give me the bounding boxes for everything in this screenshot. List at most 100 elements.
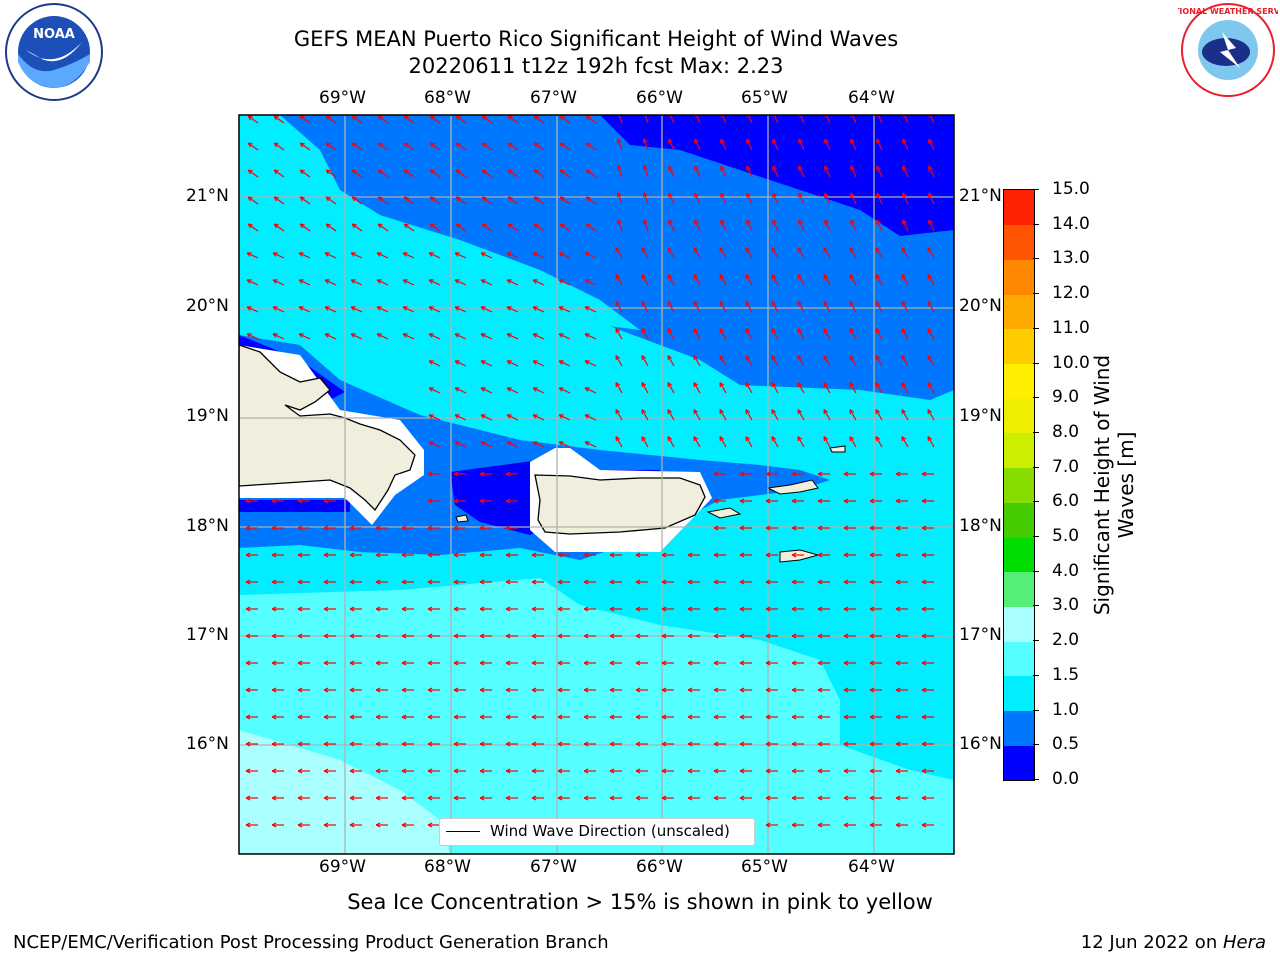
wind-wave-arrow	[558, 252, 571, 259]
wind-wave-arrow	[823, 382, 831, 394]
wind-wave-arrowhead	[271, 498, 277, 502]
wind-wave-arrowhead	[609, 687, 615, 691]
wind-wave-arrow	[823, 436, 831, 448]
wind-wave-arrowhead	[326, 223, 331, 226]
wind-wave-arrow	[721, 115, 727, 124]
wind-wave-arrowhead	[765, 552, 771, 556]
wind-wave-arrow	[325, 169, 337, 178]
wind-wave-arrowhead	[505, 687, 511, 691]
wind-wave-arrowhead	[746, 219, 751, 224]
wind-wave-arrow	[825, 115, 831, 124]
wind-wave-arrowhead	[797, 409, 803, 413]
wind-wave-arrowhead	[583, 768, 589, 772]
wind-wave-arrowhead	[635, 795, 641, 799]
wind-wave-arrow	[667, 436, 675, 448]
wind-wave-arrowhead	[719, 382, 725, 386]
wind-wave-arrow	[745, 247, 753, 259]
wind-wave-arrow	[771, 382, 779, 394]
wind-wave-arrow	[376, 333, 389, 340]
wind-wave-arrowhead	[479, 633, 485, 637]
wind-wave-arrowhead	[245, 741, 251, 745]
wind-wave-arrowhead	[271, 687, 277, 691]
wind-wave-arrowhead	[850, 138, 855, 143]
lon-label-top: 68°W	[424, 88, 471, 108]
wind-wave-arrow	[480, 360, 493, 367]
wind-wave-arrowhead	[404, 223, 409, 226]
wind-wave-arrowhead	[694, 192, 699, 197]
wind-wave-arrowhead	[713, 768, 719, 772]
wind-wave-arrowhead	[531, 795, 537, 799]
wind-wave-arrowhead	[895, 768, 901, 772]
wind-wave-arrows	[245, 115, 935, 828]
wind-wave-arrowhead	[323, 606, 329, 610]
wind-wave-arrow	[428, 333, 441, 340]
wind-wave-arrowhead	[823, 382, 829, 386]
wind-wave-arrow	[403, 169, 415, 178]
map-subtitle: 20220611 t12z 192h fcst Max: 2.23	[408, 54, 784, 78]
wind-wave-arrowhead	[401, 741, 407, 745]
wind-wave-arrow	[532, 279, 545, 286]
wind-wave-arrowhead	[635, 579, 641, 583]
wind-wave-arrowhead	[453, 498, 459, 502]
wind-wave-arrowhead	[746, 165, 751, 170]
wind-wave-arrowhead	[427, 525, 433, 529]
wind-wave-arrow	[506, 387, 519, 394]
wind-wave-arrowhead	[817, 498, 823, 502]
colorbar-tick-label: 10.0	[1052, 352, 1090, 373]
wind-wave-arrow	[928, 165, 935, 178]
lat-label-right: 20°N	[959, 296, 1002, 316]
wind-wave-arrow	[506, 441, 519, 448]
wind-wave-arrow	[641, 301, 649, 313]
colorbar-segment	[1004, 710, 1034, 746]
wind-wave-arrow	[454, 279, 467, 286]
wind-wave-arrow	[558, 279, 571, 286]
wind-wave-arrowhead	[927, 328, 933, 332]
wind-wave-arrowhead	[531, 768, 537, 772]
wind-wave-arrow	[667, 274, 675, 286]
wind-wave-arrowhead	[375, 660, 381, 664]
wind-wave-arrowhead	[453, 687, 459, 691]
wind-wave-arrowhead	[378, 196, 383, 199]
wind-wave-arrow	[532, 252, 545, 259]
wind-wave-arrowhead	[668, 165, 673, 170]
wind-wave-arrowhead	[797, 328, 803, 332]
wind-wave-arrowhead	[352, 196, 357, 199]
wind-wave-arrowhead	[375, 822, 381, 826]
wind-wave-arrow	[585, 115, 597, 124]
footer-date: 12 Jun 2022 on	[1080, 932, 1223, 953]
wind-wave-arrowhead	[245, 822, 251, 826]
wind-wave-arrow	[875, 247, 883, 259]
wind-wave-arrow	[875, 436, 883, 448]
wind-wave-arrowhead	[687, 606, 693, 610]
wind-wave-arrowhead	[745, 382, 751, 386]
wind-wave-arrowhead	[902, 219, 907, 224]
lat-label-right: 21°N	[959, 186, 1002, 206]
wind-wave-arrow	[875, 328, 883, 340]
wind-wave-arrow	[558, 441, 571, 448]
wind-wave-arrow	[772, 165, 779, 178]
wind-wave-arrowhead	[687, 768, 693, 772]
wind-wave-arrow	[615, 409, 623, 421]
wind-wave-arrow	[720, 165, 727, 178]
wind-wave-arrow	[641, 436, 649, 448]
wind-wave-arrowhead	[505, 471, 511, 475]
wind-wave-arrowhead	[401, 579, 407, 583]
wind-wave-arrowhead	[771, 247, 777, 251]
wind-wave-arrowhead	[895, 741, 901, 745]
wind-wave-arrowhead	[505, 741, 511, 745]
colorbar-tick-mark	[1033, 327, 1039, 329]
wind-wave-arrowhead	[615, 328, 621, 332]
wind-wave-arrowhead	[720, 138, 725, 143]
colorbar-segment	[1004, 294, 1034, 330]
footer-right: 12 Jun 2022 on Hera	[1081, 932, 1266, 953]
wind-wave-arrow	[246, 333, 259, 340]
wind-wave-arrow	[584, 306, 597, 313]
lon-label-top: 65°W	[741, 88, 788, 108]
wind-wave-arrow	[875, 301, 883, 313]
wind-wave-arrow	[850, 138, 857, 151]
wind-wave-arrow	[559, 142, 571, 151]
wind-wave-arrow	[428, 252, 441, 259]
wind-wave-arrowhead	[687, 660, 693, 664]
wind-wave-arrowhead	[875, 436, 881, 440]
wind-wave-arrowhead	[823, 409, 829, 413]
